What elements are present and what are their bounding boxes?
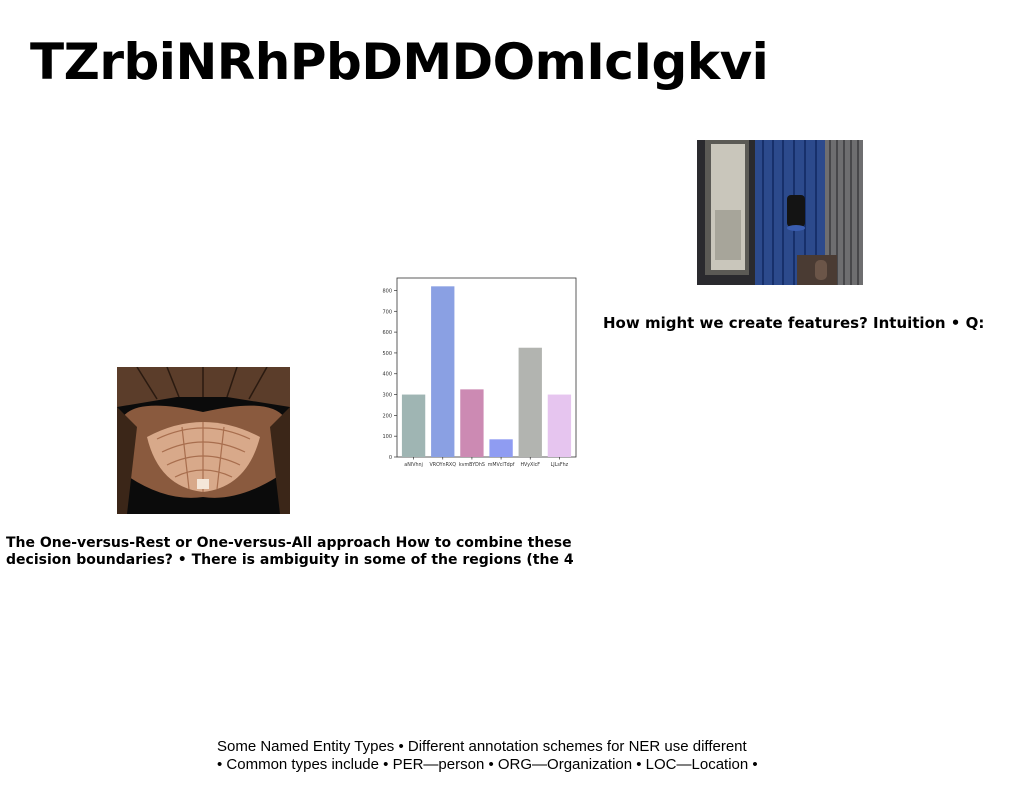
y-tick-label: 0 — [389, 455, 392, 461]
bar — [460, 389, 484, 457]
caption-features: How might we create features? Intuition … — [603, 314, 985, 332]
x-tick-label: mMVclTdpf — [488, 462, 515, 468]
bar — [401, 394, 426, 457]
x-tick-label: HVyXlcF — [520, 462, 540, 468]
caption-named-entity-types: Some Named Entity Types • Different anno… — [217, 738, 758, 774]
architecture-dome-photo — [117, 367, 290, 514]
x-tick-label: aNIVhnj — [404, 462, 423, 468]
y-tick-label: 400 — [382, 372, 392, 378]
caption-line: • Common types include • PER—person • OR… — [217, 756, 758, 773]
caption-one-versus-rest: The One-versus-Rest or One-versus-All ap… — [6, 535, 574, 569]
y-tick-label: 800 — [382, 288, 392, 294]
y-tick-label: 500 — [382, 351, 392, 357]
y-tick-label: 600 — [382, 330, 392, 336]
y-tick-label: 300 — [382, 393, 392, 399]
bar-chart-svg: 0 100 200 300 400 500 600 700 800 aNIVhnj VROYnRXQ… — [382, 277, 577, 468]
bar — [547, 394, 572, 457]
plot-frame — [396, 277, 577, 458]
y-tick-label: 700 — [382, 309, 392, 315]
x-tick-label: VROYnRXQ — [430, 462, 457, 468]
caption-line: Some Named Entity Types • Different anno… — [217, 738, 747, 755]
x-tick-label: LJLsFhz — [551, 462, 569, 468]
caption-line: decision boundaries? • There is ambiguit… — [6, 552, 574, 568]
caption-line: The One-versus-Rest or One-versus-All ap… — [6, 535, 572, 551]
y-tick-label: 100 — [382, 434, 392, 440]
slide-title: TZrbiNRhPbDMDOmIcIgkvi — [30, 33, 769, 91]
y-tick-label: 200 — [382, 413, 392, 419]
interior-room-photo — [697, 140, 863, 285]
bar — [489, 439, 513, 457]
bar — [518, 347, 542, 457]
bar-chart: 0 100 200 300 400 500 600 700 800 aNIVhnj VROYnRXQ… — [372, 272, 582, 472]
x-tick-label: kvmBYDhS — [459, 462, 485, 468]
bar — [431, 286, 455, 457]
